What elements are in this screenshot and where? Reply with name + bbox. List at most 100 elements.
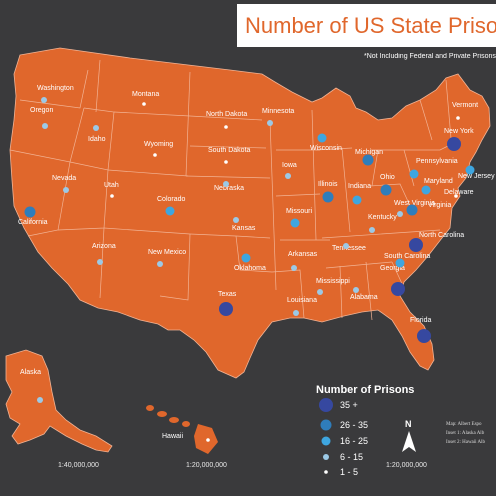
marker-north-carolina bbox=[409, 238, 423, 252]
marker-nebraska bbox=[223, 181, 229, 187]
marker-wyoming bbox=[153, 153, 157, 157]
north-label: N bbox=[405, 419, 412, 429]
legend-swatch-1-5 bbox=[324, 470, 328, 474]
marker-california bbox=[24, 206, 36, 218]
marker-michigan bbox=[362, 154, 374, 166]
marker-kentucky bbox=[369, 227, 375, 233]
legend-label-35-plus: 35 + bbox=[340, 400, 358, 410]
title-banner: Number of US State Prisons p bbox=[237, 4, 496, 47]
legend-label-6-15: 6 - 15 bbox=[340, 452, 363, 462]
scale-label-main: 1:20,000,000 bbox=[386, 462, 427, 469]
state-label-tennessee: Tennessee bbox=[332, 245, 366, 252]
state-label-wyoming: Wyoming bbox=[144, 141, 173, 148]
legend-label-26-35: 26 - 35 bbox=[340, 420, 368, 430]
state-label-ohio: Ohio bbox=[380, 174, 395, 181]
north-arrow-icon bbox=[402, 431, 416, 452]
state-label-arizona: Arizona bbox=[92, 243, 116, 250]
legend-label-1-5: 1 - 5 bbox=[340, 467, 358, 477]
state-label-west-virginia: West Virginia bbox=[394, 200, 435, 207]
marker-ohio bbox=[380, 184, 392, 196]
state-label-delaware: Delaware bbox=[444, 189, 474, 196]
legend-label-16-25: 16 - 25 bbox=[340, 436, 368, 446]
state-label-kentucky: Kentucky bbox=[368, 214, 397, 221]
marker-west-virginia bbox=[397, 211, 403, 217]
state-label-minnesota: Minnesota bbox=[262, 108, 294, 115]
map-title: Number of US State Prisons p bbox=[245, 12, 496, 38]
state-label-idaho: Idaho bbox=[88, 136, 106, 143]
marker-texas bbox=[219, 302, 233, 316]
legend-swatch-6-15 bbox=[323, 454, 329, 460]
north-arrow: N bbox=[402, 419, 416, 452]
marker-indiana bbox=[352, 195, 362, 205]
source-line-3: Inset 2: Hawaii Alb bbox=[446, 440, 486, 445]
scale-label-hawaii: 1:20,000,000 bbox=[186, 462, 227, 469]
state-label-vermont: Vermont bbox=[452, 102, 478, 109]
state-label-mississippi: Mississippi bbox=[316, 278, 350, 285]
marker-minnesota bbox=[267, 120, 273, 126]
state-label-oklahoma: Oklahoma bbox=[234, 265, 266, 272]
marker-new-york bbox=[447, 137, 461, 151]
marker-colorado bbox=[165, 206, 175, 216]
marker-florida bbox=[417, 329, 431, 343]
legend-swatch-35-plus bbox=[319, 398, 333, 412]
marker-missouri bbox=[290, 218, 300, 228]
marker-hawaii bbox=[206, 438, 210, 442]
marker-kansas bbox=[233, 217, 239, 223]
state-label-illinois: Illinois bbox=[318, 181, 338, 188]
marker-wisconsin bbox=[317, 133, 327, 143]
state-label-new-mexico: New Mexico bbox=[148, 249, 186, 256]
marker-oklahoma bbox=[241, 253, 251, 263]
marker-arkansas bbox=[291, 265, 297, 271]
marker-alabama bbox=[353, 287, 359, 293]
marker-washington bbox=[41, 97, 47, 103]
source-line-2: Inset 1: Alaska Alb bbox=[446, 431, 485, 436]
state-label-michigan: Michigan bbox=[355, 149, 383, 156]
marker-south-carolina bbox=[395, 258, 405, 268]
hawaii-shape bbox=[146, 405, 218, 454]
marker-vermont bbox=[456, 116, 460, 120]
state-label-new-york: New York bbox=[444, 128, 474, 135]
state-label-georgia: Georgia bbox=[380, 265, 405, 272]
marker-idaho bbox=[93, 125, 99, 131]
state-label-montana: Montana bbox=[132, 91, 159, 98]
marker-arizona bbox=[97, 259, 103, 265]
marker-maryland bbox=[421, 185, 431, 195]
state-label-louisiana: Louisiana bbox=[287, 297, 317, 304]
marker-illinois bbox=[322, 191, 334, 203]
state-label-california: California bbox=[18, 219, 48, 226]
legend: Number of Prisons 35 + 26 - 35 16 - 25 6… bbox=[316, 384, 414, 477]
state-label-nebraska: Nebraska bbox=[214, 185, 244, 192]
footnote: *Not Including Federal and Private Priso… bbox=[364, 53, 496, 60]
marker-nevada bbox=[63, 187, 69, 193]
source-line-1: Map: Albert Espo bbox=[446, 422, 482, 427]
marker-utah bbox=[110, 194, 114, 198]
state-label-texas: Texas bbox=[218, 291, 237, 298]
state-label-colorado: Colorado bbox=[157, 196, 186, 203]
marker-montana bbox=[142, 102, 146, 106]
marker-south-dakota bbox=[224, 160, 228, 164]
state-label-kansas: Kansas bbox=[232, 225, 256, 232]
marker-new-jersey bbox=[465, 165, 475, 175]
state-label-hawaii: Hawaii bbox=[162, 433, 183, 440]
legend-swatch-16-25 bbox=[321, 436, 331, 446]
state-label-oregon: Oregon bbox=[30, 107, 53, 114]
state-label-south-dakota: South Dakota bbox=[208, 147, 251, 154]
state-label-washington: Washington bbox=[37, 85, 74, 92]
marker-oregon bbox=[42, 123, 48, 129]
state-label-virginia: Virginia bbox=[428, 202, 451, 209]
legend-title: Number of Prisons bbox=[316, 384, 414, 396]
marker-iowa bbox=[285, 173, 291, 179]
state-label-maryland: Maryland bbox=[424, 178, 453, 185]
marker-georgia bbox=[391, 282, 405, 296]
state-label-nevada: Nevada bbox=[52, 175, 76, 182]
scale-label-alaska: 1:40,000,000 bbox=[58, 462, 99, 469]
legend-swatch-26-35 bbox=[320, 419, 332, 431]
marker-mississippi bbox=[317, 289, 323, 295]
marker-virginia bbox=[406, 204, 418, 216]
state-label-arkansas: Arkansas bbox=[288, 251, 318, 258]
marker-pennsylvania bbox=[409, 169, 419, 179]
marker-delaware bbox=[454, 194, 458, 198]
state-label-missouri: Missouri bbox=[286, 208, 313, 215]
